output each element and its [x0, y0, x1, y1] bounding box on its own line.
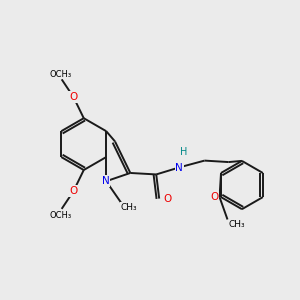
- Text: O: O: [210, 192, 218, 202]
- Text: CH₃: CH₃: [229, 220, 245, 229]
- Text: H: H: [180, 147, 187, 157]
- Text: N: N: [175, 163, 183, 173]
- Text: OCH₃: OCH₃: [49, 211, 71, 220]
- Text: O: O: [69, 186, 78, 196]
- Text: CH₃: CH₃: [121, 203, 137, 212]
- Text: O: O: [69, 92, 78, 102]
- Text: OCH₃: OCH₃: [49, 70, 71, 79]
- Text: N: N: [102, 176, 110, 186]
- Text: O: O: [163, 194, 172, 204]
